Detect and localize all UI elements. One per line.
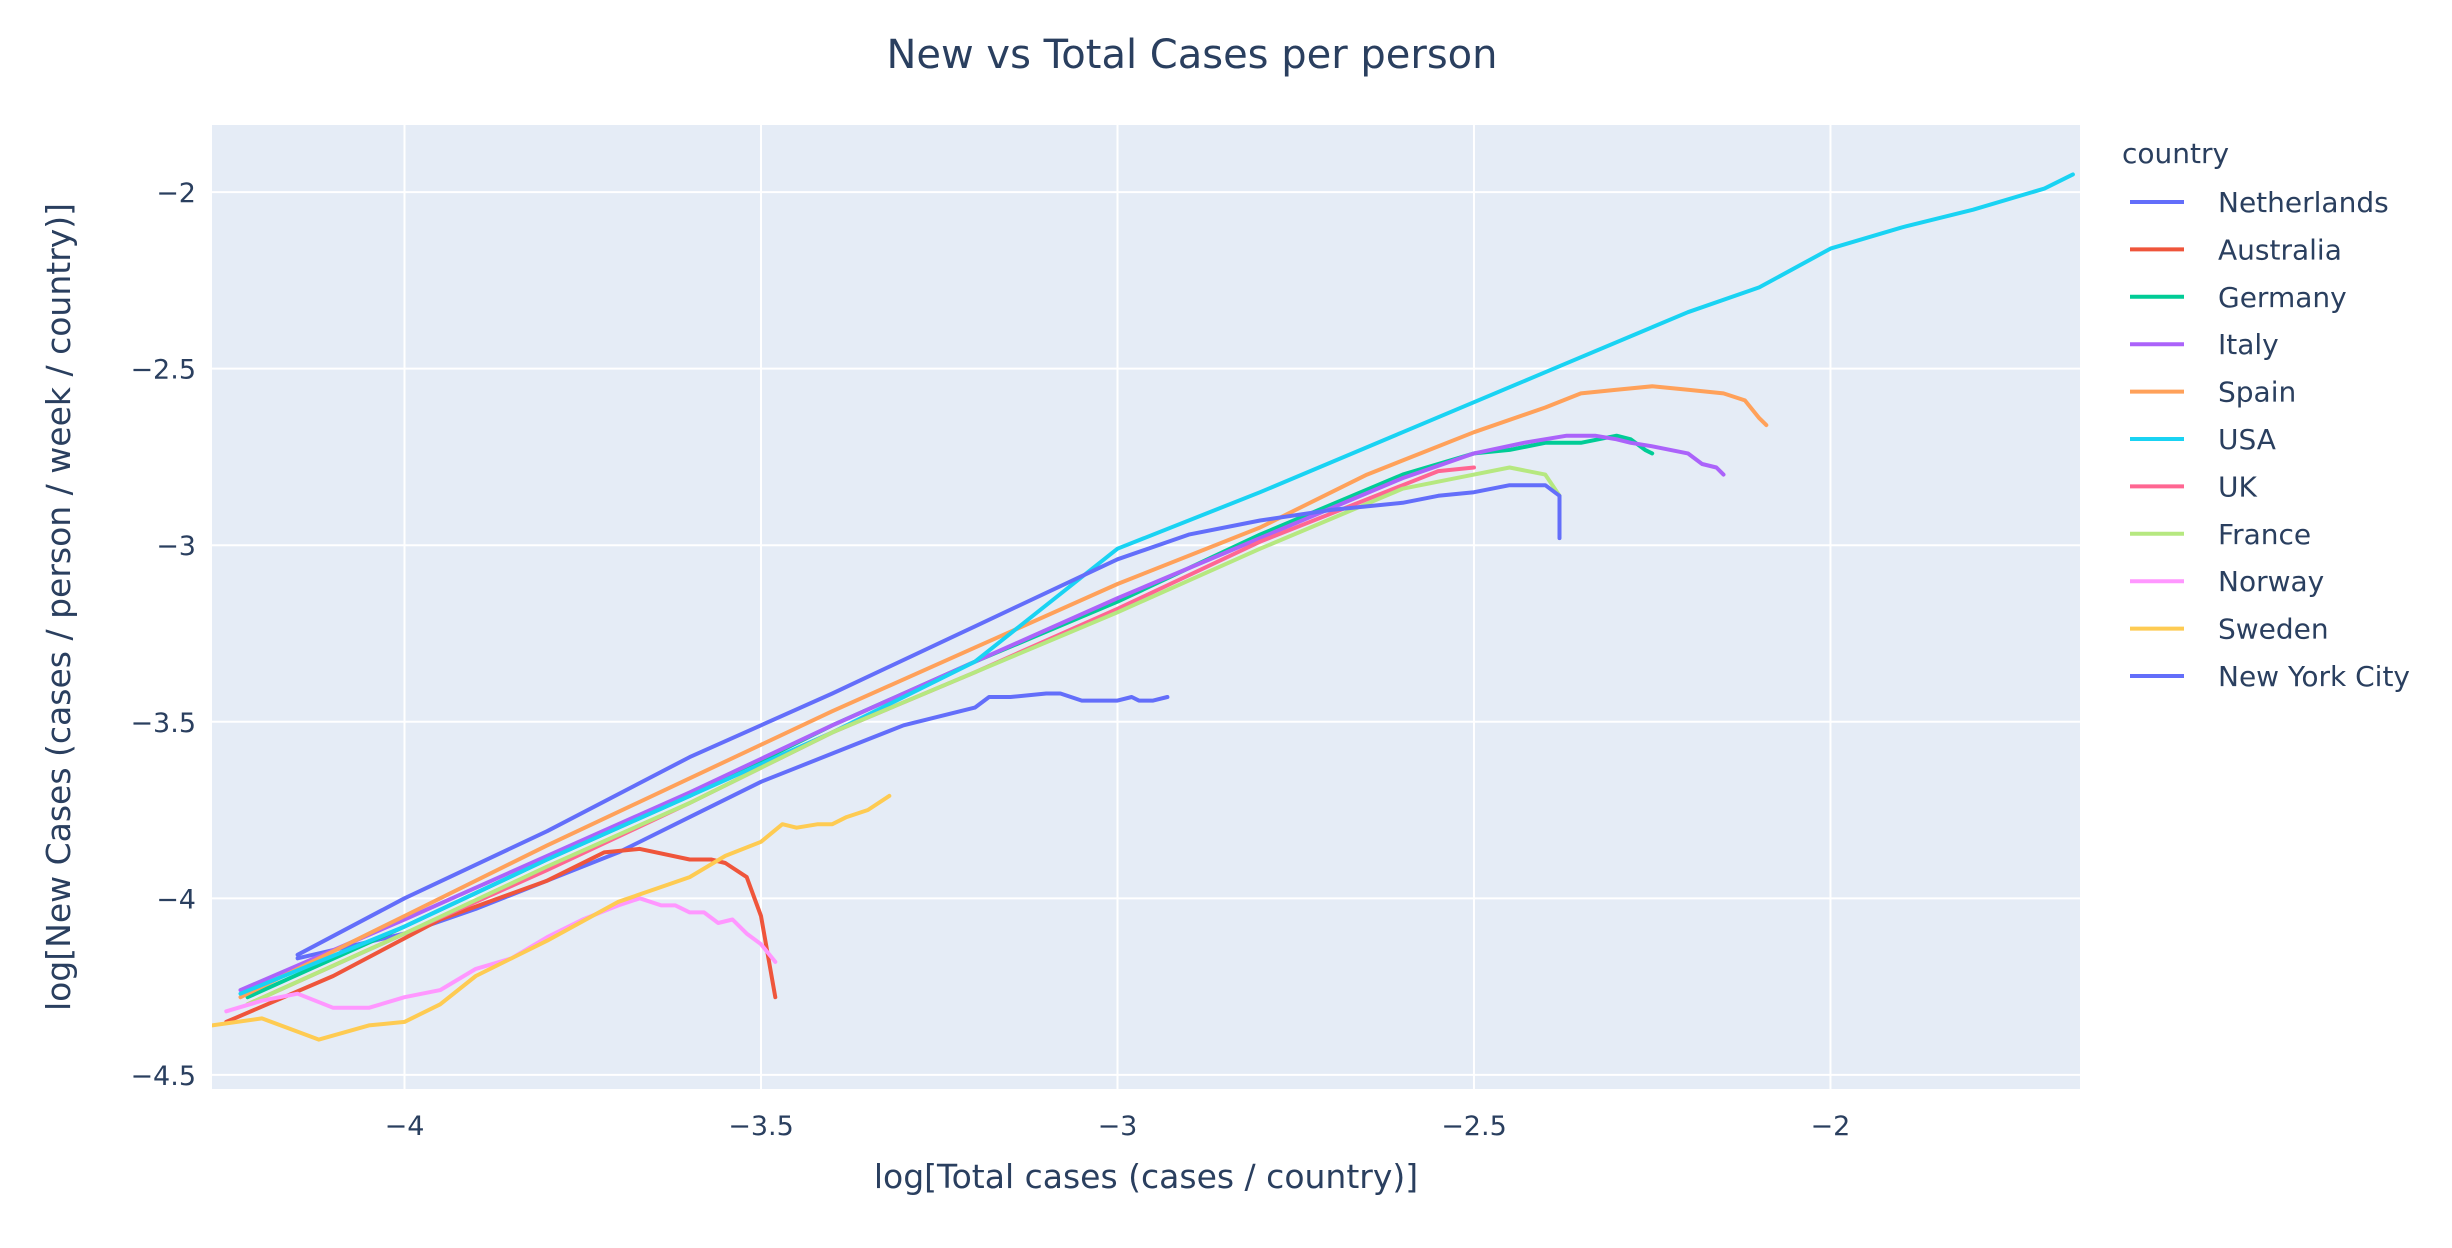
plot-background [212, 125, 2080, 1089]
legend-label: Australia [2218, 233, 2342, 266]
legend-item[interactable]: USA [2130, 423, 2276, 456]
legend-label: France [2218, 518, 2311, 551]
legend-label: Netherlands [2218, 186, 2389, 219]
series-line-sweden [212, 793, 892, 1042]
series-lines [212, 172, 2075, 1042]
series-line-new-york-city [295, 483, 1562, 957]
series-line-usa [238, 172, 2075, 996]
y-tick-label: −3.5 [130, 708, 196, 739]
x-tick-label: −2 [1811, 1111, 1851, 1142]
legend-item[interactable]: Italy [2130, 328, 2279, 361]
legend-label: Spain [2218, 376, 2296, 409]
series-line-australia [224, 846, 778, 1024]
y-tick-label: −2.5 [130, 355, 196, 386]
x-tick-label: −4 [385, 1111, 425, 1142]
legend-label: Sweden [2218, 613, 2329, 646]
series-line-netherlands [295, 691, 1170, 961]
legend[interactable]: country Netherlands Australia Germany Italy… [2122, 137, 2410, 693]
legend-label: USA [2218, 423, 2276, 456]
legend-item[interactable]: New York City [2130, 660, 2410, 693]
series-line-france [245, 465, 1562, 1007]
legend-item[interactable]: Spain [2130, 376, 2296, 409]
y-axis-title: log[New Cases (cases / person / week / c… [39, 203, 78, 1011]
chart-title: New vs Total Cases per person [886, 32, 1497, 78]
y-tick-label: −4.5 [130, 1061, 196, 1092]
legend-label: Germany [2218, 281, 2347, 314]
y-tick-label: −4 [156, 884, 196, 915]
series-line-spain [238, 384, 1769, 1000]
series-line-italy [238, 433, 1726, 993]
legend-label: New York City [2218, 660, 2410, 693]
legend-title: country [2122, 137, 2229, 170]
x-tick-label: −2.5 [1441, 1111, 1507, 1142]
x-axis-ticks: −4 −3.5 −3 −2.5 −2 [385, 1111, 1851, 1142]
legend-item[interactable]: UK [2130, 470, 2257, 503]
y-axis-ticks: −2 −2.5 −3 −3.5 −4 −4.5 [130, 178, 196, 1092]
y-tick-label: −3 [156, 531, 196, 562]
gridlines [212, 125, 2080, 1089]
legend-item[interactable]: Germany [2130, 281, 2347, 314]
x-tick-label: −3 [1098, 1111, 1138, 1142]
y-tick-label: −2 [156, 178, 196, 209]
x-tick-label: −3.5 [728, 1111, 794, 1142]
legend-label: Norway [2218, 565, 2324, 598]
legend-item[interactable]: Sweden [2130, 613, 2329, 646]
legend-label: UK [2218, 470, 2257, 503]
legend-item[interactable]: France [2130, 518, 2311, 551]
legend-item[interactable]: Australia [2130, 233, 2342, 266]
legend-item[interactable]: Netherlands [2130, 186, 2389, 219]
legend-label: Italy [2218, 328, 2279, 361]
legend-item[interactable]: Norway [2130, 565, 2324, 598]
x-axis-title: log[Total cases (cases / country)] [874, 1157, 1418, 1196]
